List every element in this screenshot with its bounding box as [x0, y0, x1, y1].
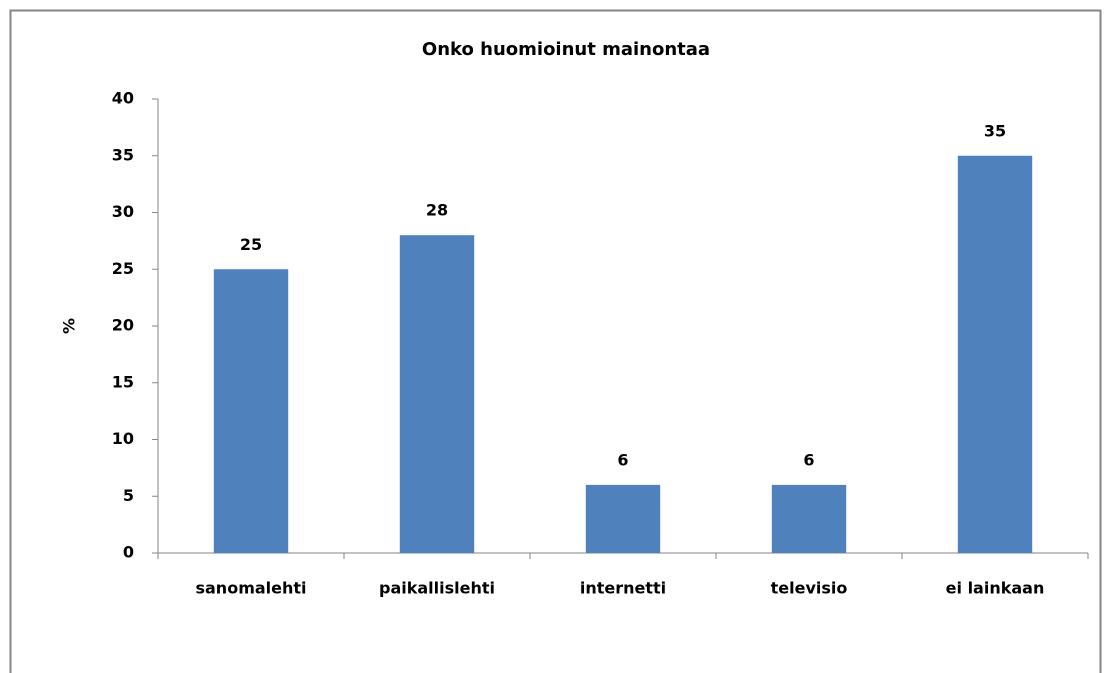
bar — [957, 155, 1033, 553]
bar — [585, 484, 661, 553]
bar — [771, 484, 847, 553]
chart-title: Onko huomioinut mainontaa — [422, 39, 710, 60]
y-tick-label: 35 — [112, 145, 134, 164]
data-label: 6 — [617, 450, 628, 469]
y-axis-label: % — [60, 318, 79, 334]
y-tick-label: 30 — [112, 202, 134, 221]
y-tick-label: 10 — [112, 429, 134, 448]
x-tick-label: sanomalehti — [195, 579, 306, 598]
x-tick-label: ei lainkaan — [946, 579, 1045, 598]
chart-border — [9, 9, 1102, 673]
y-tick-label: 5 — [123, 486, 134, 505]
data-label: 6 — [803, 450, 814, 469]
data-label: 25 — [240, 235, 262, 254]
x-tick-label: internetti — [580, 579, 666, 598]
y-tick-label: 25 — [112, 259, 134, 278]
bar — [399, 235, 475, 553]
x-tick-label: paikallislehti — [379, 579, 495, 598]
x-tick-label: televisio — [771, 579, 848, 598]
data-label: 28 — [426, 201, 448, 220]
y-tick-label: 15 — [112, 372, 134, 391]
y-tick-label: 20 — [112, 316, 134, 335]
bar — [213, 269, 289, 553]
y-tick-label: 40 — [112, 89, 134, 108]
data-label: 35 — [984, 121, 1006, 140]
y-tick-label: 0 — [123, 543, 134, 562]
